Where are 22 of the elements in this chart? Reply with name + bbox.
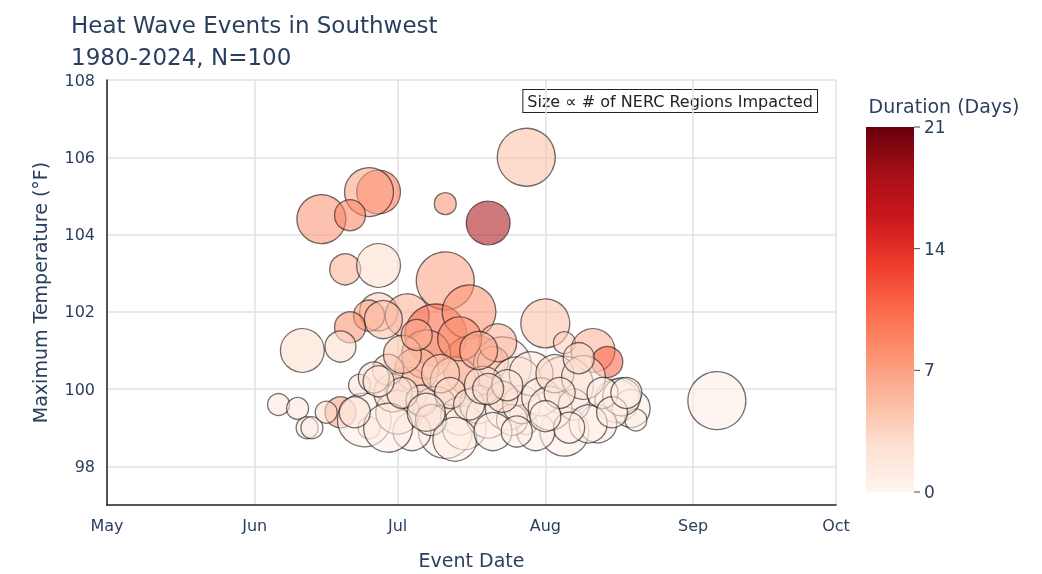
color-bar-label: 21 — [924, 117, 946, 137]
chart-subtitle: 1980-2024, N=100 — [71, 43, 292, 70]
chart-title: Heat Wave Events in Southwest — [71, 11, 438, 38]
y-tick-label: 102 — [64, 302, 95, 322]
y-tick-label: 100 — [64, 379, 95, 399]
x-tick-label: Jul — [386, 515, 408, 535]
x-tick-label: May — [90, 515, 124, 535]
x-tick-label: Sep — [677, 515, 709, 535]
y-tick-label: 106 — [64, 147, 95, 167]
x-tick-label: Jun — [241, 515, 268, 535]
y-axis-title: Maximum Temperature (°F) — [28, 161, 51, 424]
y-tick-label: 108 — [64, 70, 95, 90]
color-bar-label: 14 — [924, 238, 946, 259]
x-axis-title: Event Date — [418, 548, 525, 571]
x-tick-label: Aug — [529, 515, 561, 535]
annotation: Size ∝ # of NERC Regions Impacted — [527, 91, 814, 111]
color-bar-label: 0 — [924, 482, 935, 502]
x-tick-label: Oct — [822, 515, 850, 535]
y-tick-label: 104 — [64, 225, 95, 245]
color-bar-label: 7 — [924, 360, 935, 381]
y-tick-label: 98 — [74, 456, 95, 476]
color-bar-title: Duration (Days) — [868, 95, 1020, 117]
